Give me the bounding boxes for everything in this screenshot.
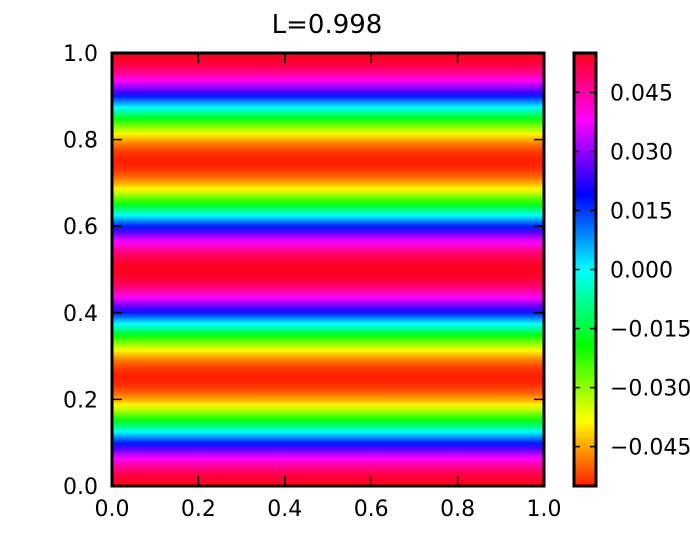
colorbar-tick-label: 0.000 xyxy=(610,259,673,284)
colorbar: −0.045 −0.030 −0.015 0.000 0.015 0.030 0.045 xyxy=(572,51,690,488)
colorbar-tick-label: −0.030 xyxy=(610,377,690,402)
plot-frame xyxy=(110,51,546,488)
x-tick-label: 0.4 xyxy=(267,497,302,522)
colorbar-tick-label: 0.045 xyxy=(610,81,673,106)
colorbar-tick-label: 0.015 xyxy=(610,199,673,224)
colorbar-tick-label: 0.030 xyxy=(610,140,673,165)
y-tick-label: 0.4 xyxy=(63,302,98,327)
x-tick-label: 0.8 xyxy=(440,497,475,522)
x-tick-label: 0.6 xyxy=(354,497,389,522)
chart-title: L=0.998 xyxy=(272,10,383,40)
y-tick-label: 1.0 xyxy=(63,42,98,67)
x-tick-label: 0.2 xyxy=(181,497,216,522)
y-tick-label: 0.0 xyxy=(63,475,98,500)
y-tick-label: 0.6 xyxy=(63,215,98,240)
plot-area: 0.0 0.2 0.4 0.6 0.8 1.0 0.0 0.2 0.4 0.6 0.8 1.0 xyxy=(63,42,562,522)
x-tick-label: 0.0 xyxy=(95,497,130,522)
colorbar-tick-label: −0.045 xyxy=(610,436,690,461)
y-tick-label: 0.8 xyxy=(63,129,98,154)
colorbar-gradient xyxy=(574,53,596,486)
x-tick-label: 1.0 xyxy=(527,497,562,522)
y-tick-label: 0.2 xyxy=(63,388,98,413)
colorbar-tick-label: −0.015 xyxy=(610,318,690,343)
heatmap-field xyxy=(112,53,544,486)
